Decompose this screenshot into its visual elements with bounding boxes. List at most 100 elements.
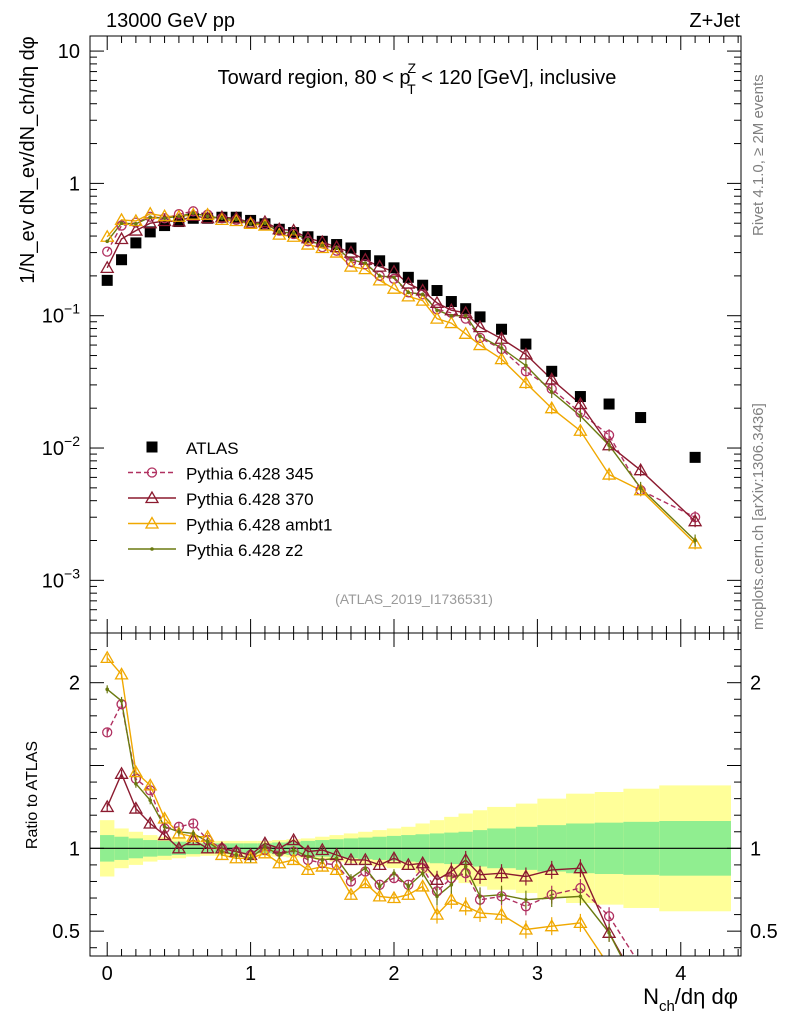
main-point-pythia-6-428-370 xyxy=(200,210,215,224)
ratio-y-tick-label-left: 1 xyxy=(69,838,80,860)
legend-label-pythia-6-428-z2: Pythia 6.428 z2 xyxy=(186,541,303,560)
main-point-pythia-6-428-z2 xyxy=(638,486,643,490)
main-point-pythia-6-428-z2 xyxy=(420,292,425,297)
main-point-pythia-6-428-ambt1 xyxy=(386,281,402,294)
main-point-pythia-6-428-z2 xyxy=(148,215,153,220)
ratio-point-pythia-6-428-370 xyxy=(100,799,115,813)
main-point-pythia-6-428-z2 xyxy=(524,363,528,368)
main-line-pythia-6-428-345 xyxy=(106,210,696,518)
ratio-point-pythia-6-428-345 xyxy=(636,961,645,970)
ratio-point-pythia-6-428-ambt1 xyxy=(128,764,144,778)
ratio-point-pythia-6-428-370 xyxy=(186,832,201,846)
ratio-point-pythia-6-428-z2 xyxy=(392,871,396,875)
main-point-pythia-6-428-ambt1 xyxy=(286,229,301,242)
main-point-pythia-6-428-345 xyxy=(417,289,428,300)
plot-title-sub: T xyxy=(407,81,416,97)
main-point-atlas xyxy=(388,262,400,274)
ratio-point-pythia-6-428-z2 xyxy=(639,992,643,996)
source-label: mcplots.cern.ch [arXiv:1306.3436] xyxy=(750,403,767,630)
ratio-point-pythia-6-428-ambt1 xyxy=(494,907,509,920)
ratio-data-layer xyxy=(90,650,741,996)
ratio-point-pythia-6-428-z2 xyxy=(277,853,282,857)
main-point-atlas xyxy=(431,285,443,297)
main-y-tick-label-exp: −1 xyxy=(64,301,80,317)
ratio-point-pythia-6-428-345 xyxy=(102,727,113,738)
main-point-pythia-6-428-370 xyxy=(329,239,344,253)
main-point-pythia-6-428-ambt1 xyxy=(300,237,316,250)
ratio-point-pythia-6-428-ambt1 xyxy=(343,887,359,900)
main-point-atlas xyxy=(101,274,113,286)
main-point-pythia-6-428-z2 xyxy=(162,216,167,221)
legend-label-atlas: ATLAS xyxy=(186,439,239,458)
main-y-tick-label: 10−2 xyxy=(42,433,80,460)
x-axis-label-sub: ch xyxy=(659,998,675,1015)
ratio-point-pythia-6-428-z2 xyxy=(191,831,196,836)
ratio-frame xyxy=(89,632,742,957)
main-point-pythia-6-428-z2 xyxy=(105,239,110,244)
legend-marker-pythia-6-428-370 xyxy=(144,490,160,504)
main-point-pythia-6-428-370 xyxy=(214,209,230,223)
main-line-pythia-6-428-370 xyxy=(106,214,696,522)
ratio-point-pythia-6-428-z2 xyxy=(478,894,482,899)
ratio-point-pythia-6-428-z2 xyxy=(105,687,110,692)
main-point-pythia-6-428-ambt1 xyxy=(171,209,187,222)
ratio-point-pythia-6-428-370 xyxy=(157,827,172,841)
main-point-pythia-6-428-370 xyxy=(343,245,359,258)
main-point-atlas xyxy=(460,303,472,315)
main-point-pythia-6-428-ambt1 xyxy=(573,423,588,436)
main-point-pythia-6-428-345 xyxy=(116,220,127,231)
legend-marker-atlas xyxy=(146,441,158,453)
main-point-pythia-6-428-ambt1 xyxy=(472,337,488,351)
main-point-pythia-6-428-z2 xyxy=(363,261,368,265)
main-point-pythia-6-428-z2 xyxy=(406,290,411,295)
x-tick-label: 4 xyxy=(675,963,686,985)
plot-title-sup: Z xyxy=(408,60,417,76)
ratio-y-tick-label-left: 0.5 xyxy=(52,921,80,943)
ratio-point-pythia-6-428-ambt1 xyxy=(372,889,387,902)
main-point-pythia-6-428-ambt1 xyxy=(372,273,387,286)
rivet-version-label: Rivet 4.1.0, ≥ 2M events xyxy=(750,74,767,236)
ratio-point-pythia-6-428-z2 xyxy=(177,829,181,834)
main-point-atlas xyxy=(574,391,586,403)
main-point-pythia-6-428-345 xyxy=(102,246,113,257)
x-axis-label: Nch/dη dφ xyxy=(643,984,738,1015)
main-point-atlas xyxy=(144,226,156,238)
ratio-point-pythia-6-428-370 xyxy=(171,841,187,854)
main-point-pythia-6-428-ambt1 xyxy=(401,289,416,302)
main-point-pythia-6-428-ambt1 xyxy=(458,326,473,339)
main-point-pythia-6-428-z2 xyxy=(578,414,583,418)
x-axis-label-rest: /dη dφ xyxy=(675,984,738,1009)
x-tick-label: 1 xyxy=(245,963,256,985)
ratio-point-pythia-6-428-ambt1 xyxy=(429,907,445,920)
ratio-point-pythia-6-428-ambt1 xyxy=(358,875,373,889)
main-point-pythia-6-428-z2 xyxy=(449,313,454,318)
ratio-point-pythia-6-428-z2 xyxy=(377,884,382,889)
ratio-point-pythia-6-428-ambt1 xyxy=(386,890,402,904)
main-point-pythia-6-428-z2 xyxy=(263,221,267,226)
main-point-pythia-6-428-370 xyxy=(518,347,534,360)
main-point-pythia-6-428-ambt1 xyxy=(214,212,230,226)
x-tick-label: 0 xyxy=(102,963,113,985)
main-point-pythia-6-428-370 xyxy=(372,259,387,272)
main-point-pythia-6-428-ambt1 xyxy=(329,245,344,258)
main-point-pythia-6-428-ambt1 xyxy=(687,536,703,549)
main-point-pythia-6-428-370 xyxy=(573,396,588,410)
main-data-layer xyxy=(100,206,703,550)
main-point-pythia-6-428-370 xyxy=(300,230,316,244)
main-point-pythia-6-428-z2 xyxy=(693,538,697,543)
ratio-point-pythia-6-428-z2 xyxy=(435,894,439,899)
ratio-line-pythia-6-428-370 xyxy=(106,772,623,956)
ratio-point-pythia-6-428-345 xyxy=(188,818,199,829)
ratio-point-pythia-6-428-ambt1 xyxy=(300,862,316,876)
main-point-pythia-6-428-ambt1 xyxy=(601,467,617,480)
main-point-pythia-6-428-z2 xyxy=(277,230,282,234)
ratio-point-pythia-6-428-370 xyxy=(573,860,588,874)
x-axis-label-n: N xyxy=(643,984,659,1009)
main-point-pythia-6-428-ambt1 xyxy=(243,216,258,229)
ratio-point-pythia-6-428-ambt1 xyxy=(472,905,488,919)
legend-marker-pythia-6-428-ambt1 xyxy=(144,516,160,529)
ratio-point-pythia-6-428-370 xyxy=(143,816,158,829)
ratio-point-pythia-6-428-ambt1 xyxy=(114,667,129,680)
ratio-point-pythia-6-428-z2 xyxy=(449,882,454,887)
main-y-tick-label: 10 xyxy=(58,41,80,63)
